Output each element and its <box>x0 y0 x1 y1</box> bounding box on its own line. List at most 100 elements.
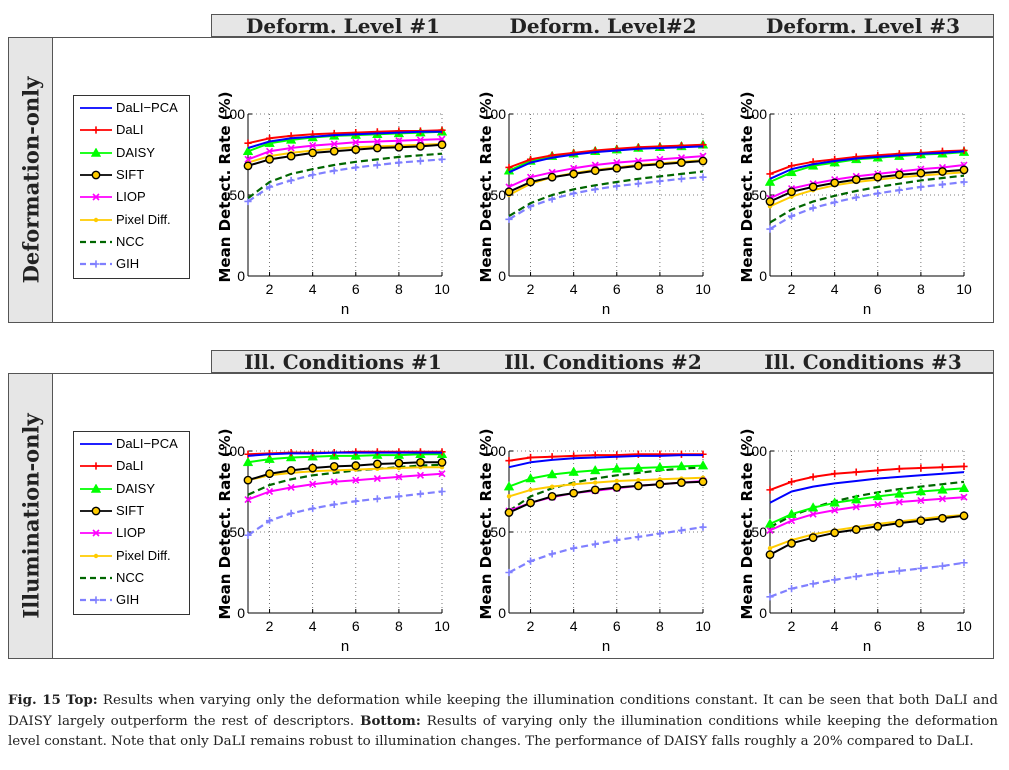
data-point <box>656 177 664 185</box>
data-point <box>915 485 927 496</box>
data-point <box>244 531 252 539</box>
data-point <box>244 139 252 147</box>
legend-swatch <box>80 443 112 445</box>
legend-item: SIFT <box>74 501 189 521</box>
series-line <box>508 476 704 498</box>
data-point <box>633 161 643 171</box>
data-point <box>873 172 883 182</box>
data-point <box>894 170 904 180</box>
legend-swatch <box>80 240 112 243</box>
x-tick-label: 8 <box>656 618 664 634</box>
data-point <box>547 172 557 182</box>
data-point <box>265 469 274 479</box>
data-point <box>699 523 707 531</box>
data-point <box>546 468 558 479</box>
legend-label: Pixel Diff. <box>116 547 171 563</box>
legend-label: DaLI−PCA <box>116 436 178 451</box>
data-point <box>699 173 707 181</box>
data-point <box>938 513 947 523</box>
data-point <box>309 171 317 179</box>
legend-item: DaLI <box>74 120 189 140</box>
x-tick-label: 4 <box>831 618 839 634</box>
y-tick-label: 0 <box>498 605 506 621</box>
data-point <box>808 533 818 543</box>
legend-item: DaLI−PCA <box>74 434 189 454</box>
data-point <box>265 487 274 496</box>
data-point <box>309 142 317 150</box>
series-line <box>247 472 443 501</box>
series-line <box>247 129 443 145</box>
legend-marker <box>90 483 102 493</box>
data-point <box>265 517 274 525</box>
data-point <box>917 183 925 191</box>
y-tick-label: 50 <box>229 187 245 203</box>
data-point <box>528 487 533 493</box>
data-point <box>505 568 513 577</box>
data-point <box>808 182 818 192</box>
data-point <box>656 530 664 538</box>
data-point <box>874 500 882 509</box>
data-point <box>242 145 254 156</box>
y-axis-label: Mean Detect. Rate (%) <box>216 91 234 282</box>
data-point <box>850 494 862 504</box>
legend-item: DaLI−PCA <box>74 98 189 118</box>
series-line <box>769 149 965 175</box>
data-point <box>786 166 797 177</box>
data-point <box>787 538 796 548</box>
data-point <box>636 477 641 483</box>
data-point <box>549 484 555 489</box>
legend-swatch <box>80 529 112 537</box>
data-point <box>329 461 339 471</box>
data-point <box>613 536 621 544</box>
series-line <box>247 143 443 164</box>
data-point <box>243 475 253 485</box>
chart-title: Deform. Level#2 <box>509 14 697 38</box>
x-tick-label: 10 <box>695 281 711 297</box>
data-point <box>611 463 623 473</box>
data-point <box>787 478 796 486</box>
x-tick-label: 10 <box>434 618 450 634</box>
data-point <box>395 473 403 481</box>
data-point <box>787 517 796 525</box>
data-point <box>764 518 776 528</box>
data-point <box>766 225 774 233</box>
y-tick-label: 100 <box>744 106 768 122</box>
data-point <box>895 186 903 194</box>
data-point <box>330 500 338 509</box>
data-point <box>852 503 860 511</box>
x-tick-label: 10 <box>956 618 972 634</box>
legend-item: GIH <box>74 590 189 610</box>
chart-title: Ill. Conditions #3 <box>764 350 962 374</box>
data-point <box>614 478 619 484</box>
legend-swatch <box>80 553 112 558</box>
series-line <box>769 168 965 203</box>
x-tick-label: 4 <box>309 618 317 634</box>
row-label: Illumination-only <box>18 413 43 619</box>
data-point <box>244 155 252 163</box>
data-point <box>569 488 579 498</box>
caption-fig-label: Fig. 15 <box>8 692 61 708</box>
data-point <box>395 137 403 145</box>
series-line <box>508 155 704 188</box>
data-point <box>916 516 926 526</box>
legend-label: SIFT <box>116 166 145 182</box>
data-point <box>874 569 882 577</box>
legend-swatch <box>80 260 112 268</box>
legend-swatch <box>80 506 112 516</box>
data-point <box>960 462 968 470</box>
data-point <box>767 546 773 551</box>
y-axis-label: Mean Detect. Rate (%) <box>216 428 234 619</box>
y-tick-label: 100 <box>222 106 246 122</box>
data-point <box>613 182 621 190</box>
data-point <box>373 161 381 169</box>
data-point <box>416 157 425 165</box>
series-line <box>247 130 442 149</box>
series-line <box>508 466 704 512</box>
data-point <box>809 473 817 481</box>
data-point <box>547 491 557 501</box>
legend-label: GIH <box>116 256 140 272</box>
data-point <box>548 195 556 203</box>
